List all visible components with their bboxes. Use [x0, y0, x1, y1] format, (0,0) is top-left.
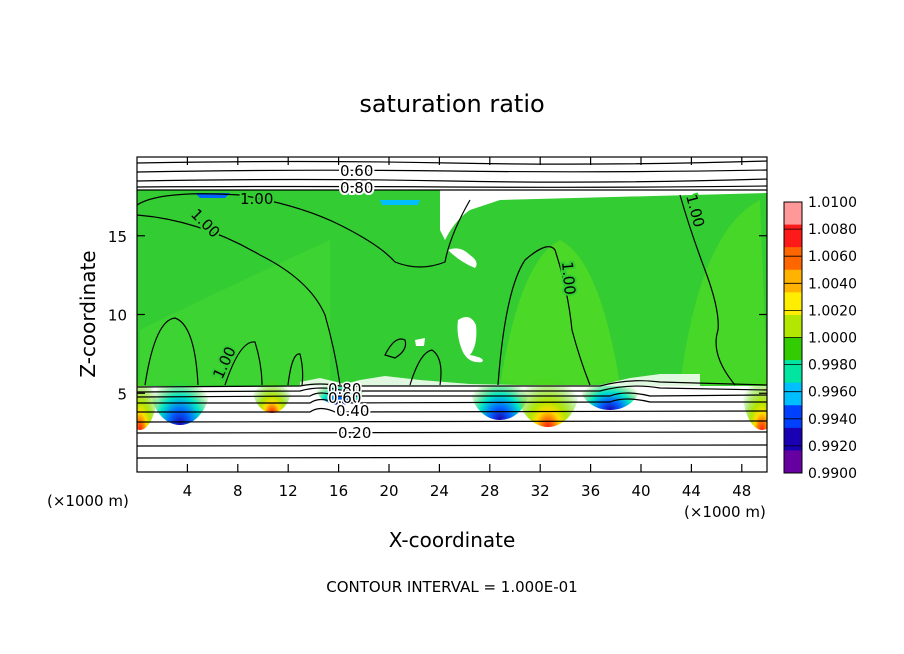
x-axis-title: X-coordinate	[389, 528, 516, 552]
field-patch	[500, 240, 620, 385]
unsaturated-region	[457, 316, 483, 363]
colorbar-label: 1.0100	[808, 195, 857, 211]
chart-title: saturation ratio	[359, 90, 544, 118]
colorbar-segment	[784, 382, 802, 406]
x-tick-label: 28	[480, 482, 499, 500]
y-tick-label: 10	[108, 307, 127, 325]
colorbar-segment	[784, 360, 802, 384]
colorbar-segment	[784, 224, 802, 248]
x-tick-label: 40	[631, 482, 650, 500]
colorbar-segment	[784, 450, 802, 474]
x-tick-label: 44	[682, 482, 701, 500]
y-tick-label: 5	[117, 385, 127, 403]
x-tick-label: 8	[233, 482, 243, 500]
unsaturated-region	[448, 248, 477, 268]
x-tick-label: 20	[379, 482, 398, 500]
x-tick-label: 36	[581, 482, 600, 500]
colorbar-label: 0.9920	[808, 439, 857, 455]
cold-fringe	[380, 200, 420, 205]
warm-spot	[252, 357, 292, 413]
x-tick-label: 24	[430, 482, 449, 500]
x-tick-label: 12	[279, 482, 298, 500]
plot-area	[137, 157, 767, 472]
x-tick-label: 16	[329, 482, 348, 500]
x-unit-label-right: (×1000 m)	[684, 503, 766, 521]
unsaturated-region	[300, 374, 700, 386]
colorbar-label: 1.0040	[808, 276, 857, 292]
unsaturated-region	[415, 338, 425, 346]
y-tick-label: 15	[108, 228, 127, 246]
unit-contours	[137, 193, 736, 386]
y-axis: 5 10 15	[108, 228, 767, 403]
colorbar-segment	[784, 427, 802, 451]
colorbar: 1.0100 1.0080 1.0060 1.0040 1.0020 1.0000 0.99…	[783, 195, 857, 482]
warm-spot	[137, 340, 158, 430]
colorbar-label: 1.0020	[808, 303, 857, 319]
colorbar-label: 0.9900	[808, 466, 857, 482]
colorbar-label: 0.9940	[808, 412, 857, 428]
field-patch	[680, 200, 767, 385]
y-axis-title: Z-coordinate	[76, 250, 100, 377]
colorbar-label: 0.9980	[808, 358, 857, 374]
cold-spot	[150, 345, 210, 425]
colorbar-segment	[784, 247, 802, 271]
contour-label: 0.60	[328, 389, 361, 407]
x-tick-label: 4	[183, 482, 193, 500]
colorbar-segment	[784, 269, 802, 293]
colorbar-label: 0.9960	[808, 385, 857, 401]
colorbar-segment	[784, 337, 802, 361]
colorbar-segment	[784, 405, 802, 429]
contour-label: 0.60	[340, 162, 373, 180]
contour-label: 0.20	[338, 424, 371, 442]
unsaturated-region	[440, 190, 767, 240]
colorbar-label: 1.0000	[808, 331, 857, 347]
contour-label: 0.80	[328, 380, 361, 398]
contour-label: 1.00	[558, 261, 579, 296]
colorbar-label: 1.0060	[808, 249, 857, 265]
x-tick-label: 32	[531, 482, 550, 500]
contour-label: 1.00	[240, 190, 273, 208]
contour-label: 0.40	[336, 402, 369, 420]
x-unit-label-left: (×1000 m)	[47, 492, 129, 510]
contour-interval-note: CONTOUR INTERVAL = 1.000E-01	[326, 578, 577, 596]
colorbar-segment	[784, 292, 802, 316]
colorbar-segment	[784, 202, 802, 226]
x-axis: 4 8 12 16 20 24 28 32 36 40 44 48	[183, 157, 751, 500]
colorbar-segment	[784, 314, 802, 338]
contour-label: 0.80	[340, 179, 373, 197]
lower-contours	[137, 380, 767, 459]
colorbar-label: 1.0080	[808, 222, 857, 238]
x-tick-label: 48	[732, 482, 751, 500]
